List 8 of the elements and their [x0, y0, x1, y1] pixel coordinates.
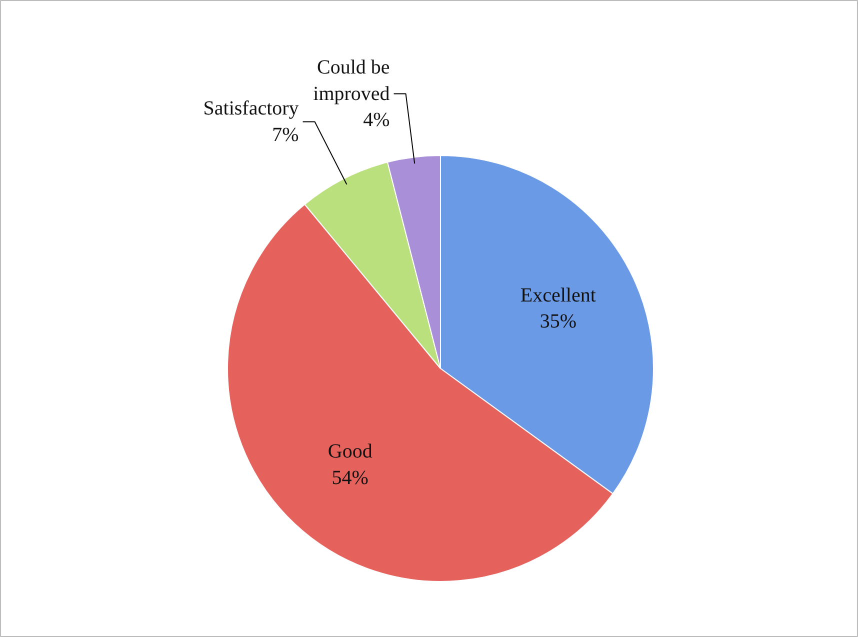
slice-label: Excellent	[520, 284, 596, 306]
slice-label: Good	[328, 440, 372, 463]
data-label: 7%	[272, 124, 299, 146]
slice-label: Could be improved	[313, 56, 390, 105]
data-label: 35%	[540, 310, 577, 333]
slice-label: Satisfactory	[203, 98, 299, 120]
data-label: 4%	[363, 109, 390, 132]
data-label: 54%	[332, 466, 368, 489]
